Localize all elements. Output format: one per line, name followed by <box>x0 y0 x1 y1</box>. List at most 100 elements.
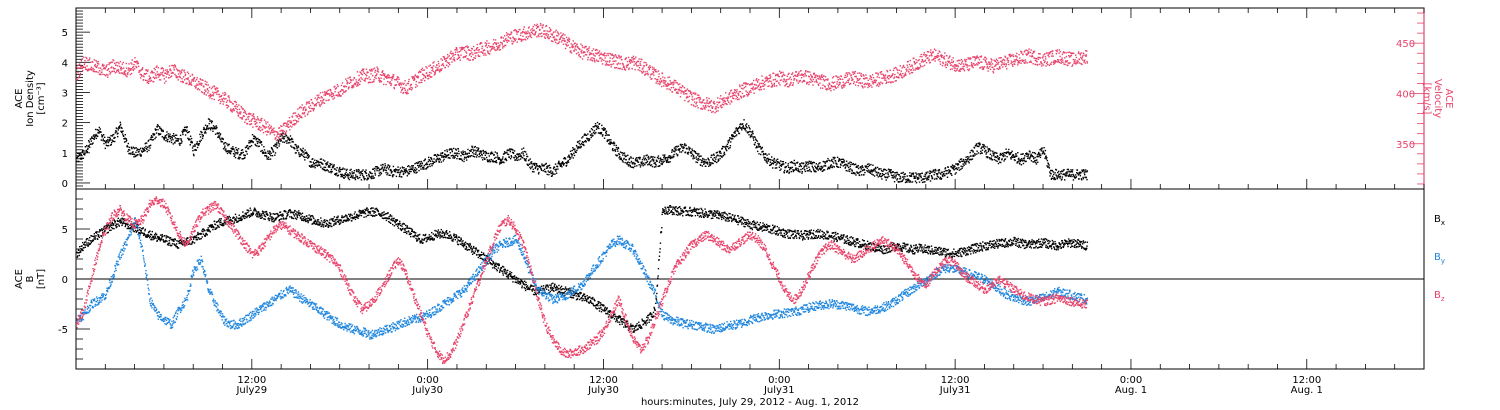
density-point <box>902 179 904 181</box>
density-point <box>660 159 663 161</box>
density-point <box>878 168 880 170</box>
velocity-point <box>516 33 518 35</box>
density-point <box>118 127 121 129</box>
velocity-point <box>266 130 268 132</box>
density-point <box>335 169 338 171</box>
density-point <box>498 158 500 160</box>
velocity-point <box>539 22 542 25</box>
density-point <box>940 177 943 180</box>
density-point <box>86 148 89 151</box>
density-point <box>857 172 859 175</box>
density-point <box>555 170 557 172</box>
density-point <box>448 157 450 159</box>
velocity-point <box>596 53 598 55</box>
velocity-point <box>293 124 296 126</box>
velocity-point <box>173 69 175 71</box>
velocity-point <box>435 66 437 68</box>
velocity-point <box>506 41 508 44</box>
velocity-point <box>487 51 489 53</box>
density-point <box>905 178 907 181</box>
density-point <box>170 135 172 138</box>
density-point <box>461 153 464 156</box>
velocity-point <box>473 57 475 59</box>
density-point <box>261 144 263 146</box>
velocity-point <box>193 76 196 79</box>
density-point <box>672 150 675 152</box>
velocity-point <box>339 94 341 97</box>
density-point <box>648 158 650 160</box>
velocity-point <box>494 42 496 44</box>
velocity-point <box>207 92 209 94</box>
velocity-point <box>459 59 462 61</box>
velocity-point <box>367 77 369 80</box>
velocity-point <box>109 71 112 74</box>
velocity-point <box>235 103 238 106</box>
velocity-point <box>613 56 615 59</box>
density-point <box>279 135 281 137</box>
velocity-point <box>529 34 532 36</box>
velocity-point <box>649 65 651 67</box>
density-point <box>520 154 522 157</box>
velocity-point <box>370 81 372 84</box>
velocity-point <box>237 112 239 114</box>
density-point <box>622 161 624 163</box>
velocity-point <box>651 66 654 68</box>
velocity-point <box>666 85 669 87</box>
velocity-point <box>513 30 515 32</box>
density-point <box>359 174 362 176</box>
density-point <box>372 175 374 177</box>
velocity-point <box>528 26 530 28</box>
density-point <box>408 165 410 167</box>
velocity-point <box>655 69 657 71</box>
velocity-point <box>367 71 369 74</box>
velocity-point <box>284 122 287 125</box>
velocity-point <box>293 112 295 114</box>
velocity-point <box>120 69 122 71</box>
density-point <box>188 130 190 133</box>
density-point <box>166 131 168 133</box>
density-point <box>832 162 835 164</box>
velocity-point <box>321 100 324 102</box>
density-point <box>1073 174 1075 176</box>
density-point <box>941 171 943 173</box>
density-point <box>621 152 623 154</box>
density-point <box>450 148 453 150</box>
velocity-point <box>585 45 587 48</box>
density-point <box>767 159 770 161</box>
density-point <box>467 148 469 151</box>
density-point <box>979 143 981 146</box>
density-point <box>957 163 960 166</box>
density-point <box>460 151 463 153</box>
velocity-point <box>441 68 443 70</box>
density-point <box>707 157 709 159</box>
density-point <box>413 171 416 174</box>
velocity-point <box>641 68 644 70</box>
density-point <box>718 155 720 157</box>
velocity-point <box>655 78 658 81</box>
velocity-point <box>110 67 112 69</box>
velocity-point <box>76 78 79 80</box>
density-point <box>232 146 234 148</box>
density-point <box>299 155 301 157</box>
density-point <box>744 127 747 130</box>
density-point <box>683 144 686 146</box>
density-point <box>402 171 404 173</box>
density-point <box>424 158 427 160</box>
velocity-point <box>176 69 179 71</box>
density-point <box>1072 179 1075 181</box>
density-point <box>602 134 604 136</box>
density-point <box>1022 160 1024 162</box>
density-point <box>190 137 193 140</box>
density-point <box>578 142 580 145</box>
density-point <box>474 153 477 156</box>
density-point <box>252 140 254 143</box>
velocity-point <box>424 75 427 78</box>
velocity-point <box>514 39 516 42</box>
density-point <box>705 159 707 161</box>
velocity-point <box>237 115 240 117</box>
velocity-point <box>495 42 498 44</box>
density-point <box>914 180 917 182</box>
velocity-point <box>547 34 549 36</box>
velocity-point <box>617 62 620 64</box>
density-point <box>312 158 314 160</box>
